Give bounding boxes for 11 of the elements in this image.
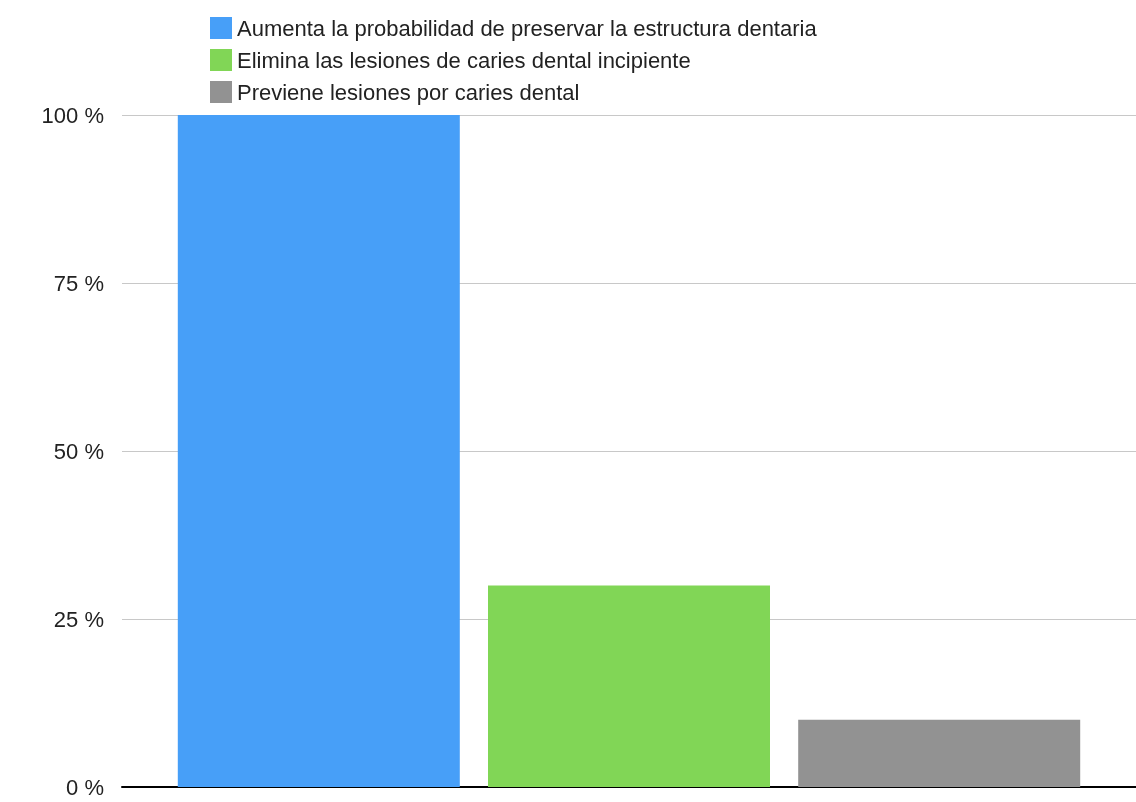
bar: [488, 585, 770, 787]
legend-label: Elimina las lesiones de caries dental incipiente: [237, 47, 691, 73]
y-tick-label: 50 %: [53, 438, 104, 464]
y-tick-label: 25 %: [53, 606, 104, 632]
y-tick-label: 100 %: [41, 102, 104, 128]
bar: [798, 719, 1081, 787]
legend-label: Aumenta la probabilidad de preservar la estructura dentaria: [237, 15, 818, 41]
legend-label: Previene lesiones por caries dental: [237, 79, 580, 105]
y-tick-label: 0 %: [66, 774, 104, 800]
y-tick-label: 75 %: [53, 270, 104, 296]
bar: [177, 115, 460, 787]
